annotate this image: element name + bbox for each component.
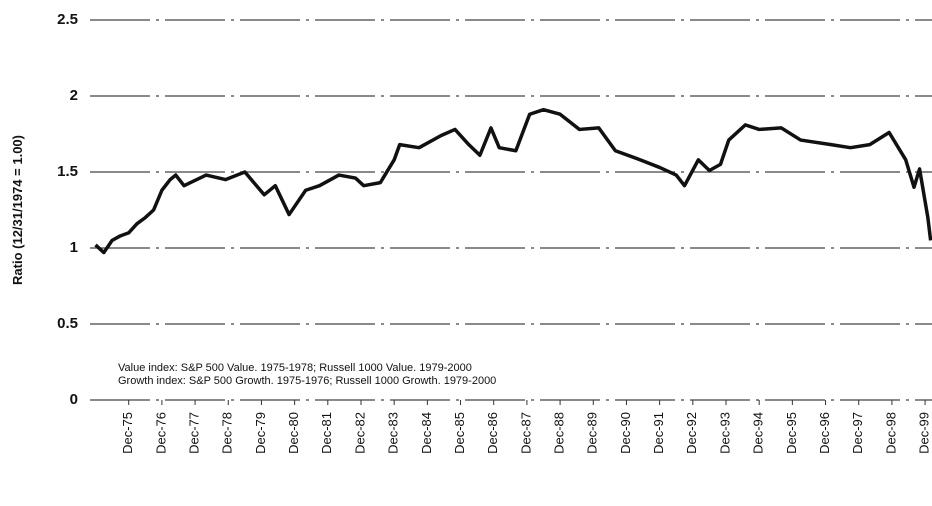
y-tick-label: 0.5 — [57, 315, 78, 332]
x-tick-label: Dec-83 — [386, 412, 401, 454]
y-tick-label: 2.5 — [57, 11, 78, 28]
x-tick-label: Dec-97 — [850, 412, 865, 454]
x-tick-label: Dec-94 — [751, 412, 766, 454]
x-tick-label: Dec-80 — [286, 412, 301, 454]
x-tick-label: Dec-93 — [717, 412, 732, 454]
x-tick-label: Dec-75 — [120, 412, 135, 454]
y-tick-label: 1 — [70, 239, 78, 256]
x-tick-label: Dec-82 — [352, 412, 367, 454]
x-tick-label: Dec-84 — [419, 412, 434, 454]
x-tick-label: Dec-96 — [817, 412, 832, 454]
x-tick-label: Dec-91 — [651, 412, 666, 454]
y-tick-label: 2 — [70, 87, 78, 104]
x-tick-label: Dec-98 — [883, 412, 898, 454]
x-tick-label: Dec-89 — [585, 412, 600, 454]
annotation: Value index: S&P 500 Value. 1975-1978; R… — [118, 362, 472, 374]
x-tick-label: Dec-90 — [618, 412, 633, 454]
x-tick-label: Dec-88 — [552, 412, 567, 454]
data-line — [94, 107, 932, 255]
x-tick-label: Dec-86 — [485, 412, 500, 454]
x-tick-label: Dec-81 — [319, 412, 334, 454]
x-tick-label: Dec-99 — [917, 412, 932, 454]
y-tick-label: 1.5 — [57, 163, 78, 180]
y-tick-label: 0 — [70, 391, 78, 408]
annotation: Growth index: S&P 500 Growth. 1975-1976;… — [118, 375, 496, 387]
x-tick-label: Dec-95 — [784, 412, 799, 454]
x-tick-label: Dec-87 — [518, 412, 533, 454]
x-tick-label: Dec-77 — [187, 412, 202, 454]
x-tick-label: Dec-79 — [253, 412, 268, 454]
x-tick-label: Dec-76 — [153, 412, 168, 454]
y-axis-label: Ratio (12/31/1974 = 1.00) — [10, 135, 25, 285]
x-tick-label: Dec-78 — [220, 412, 235, 454]
x-tick-label: Dec-92 — [684, 412, 699, 454]
x-tick-label: Dec-85 — [452, 412, 467, 454]
